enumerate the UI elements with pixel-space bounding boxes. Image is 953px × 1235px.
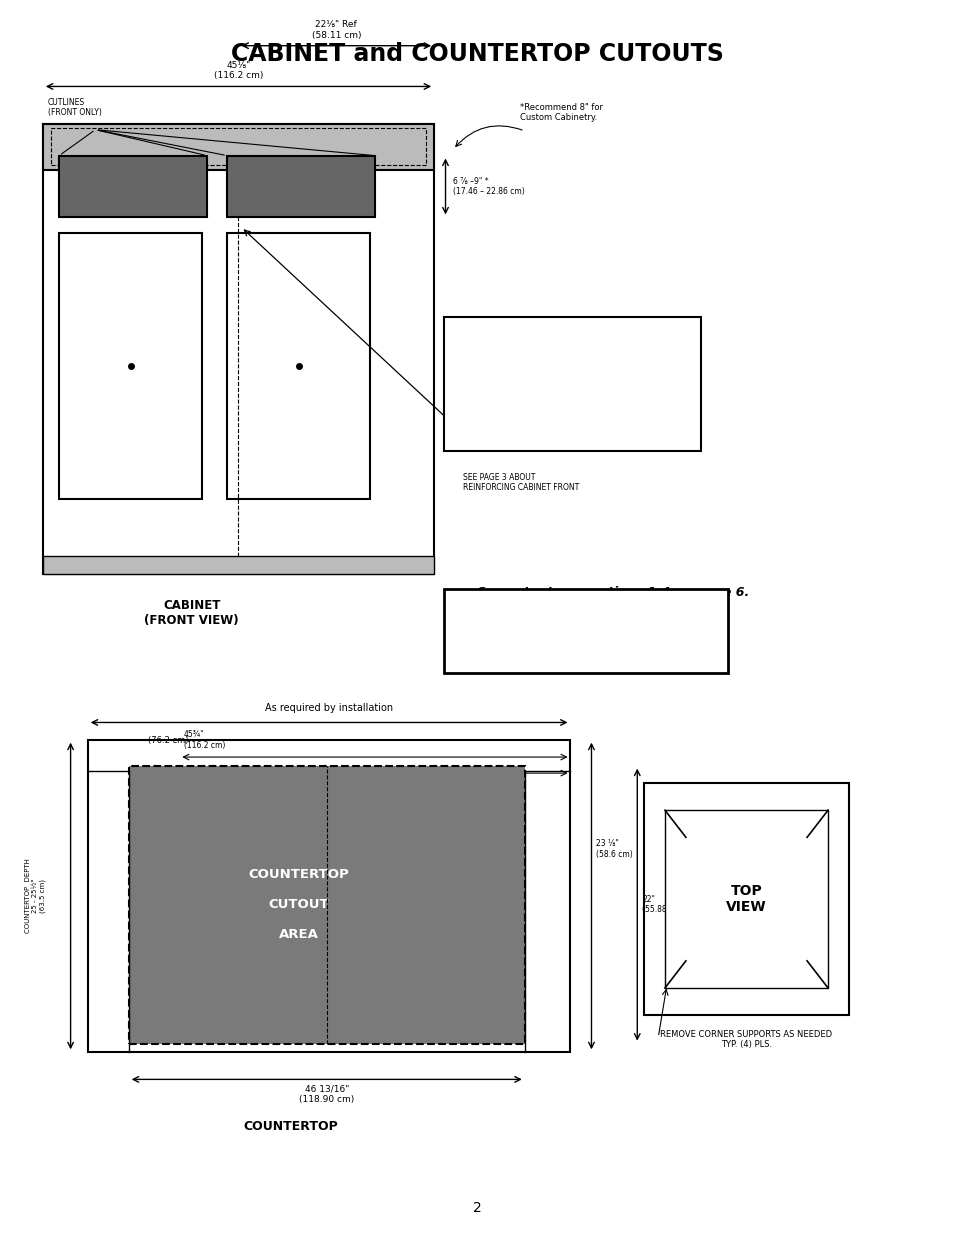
Text: 22⅛" Ref
(58.11 cm): 22⅛" Ref (58.11 cm) <box>312 20 360 40</box>
Text: COUNTERTOP

CUTOUT

AREA: COUNTERTOP CUTOUT AREA <box>249 868 349 941</box>
Bar <box>51 128 426 165</box>
Text: CABINET and COUNTERTOP CUTOUTS: CABINET and COUNTERTOP CUTOUTS <box>231 42 722 67</box>
Text: 45¾"
(116.2 cm): 45¾" (116.2 cm) <box>184 730 225 750</box>
Text: (76.2 cm): (76.2 cm) <box>148 736 188 746</box>
Text: NOTE:   Tolerances for Cutout: NOTE: Tolerances for Cutout <box>455 604 651 616</box>
Bar <box>443 589 727 673</box>
Text: 2: 2 <box>472 1200 481 1215</box>
Text: 23 ⅛"
(58.6 cm): 23 ⅛" (58.6 cm) <box>596 840 633 858</box>
Bar <box>443 317 700 451</box>
Text: 6 ⅞ –9" *
(17.46 – 22.86 cm): 6 ⅞ –9" * (17.46 – 22.86 cm) <box>453 177 524 196</box>
Text: 45⅛"
(116.2 cm): 45⅛" (116.2 cm) <box>213 61 263 80</box>
Bar <box>59 156 207 217</box>
Text: As required by installation: As required by installation <box>265 703 393 713</box>
Bar <box>43 124 434 574</box>
Bar <box>43 556 434 574</box>
Bar <box>643 783 848 1015</box>
Bar <box>43 124 434 170</box>
Text: SEE PAGE 3 ABOUT
REINFORCING CABINET FRONT: SEE PAGE 3 ABOUT REINFORCING CABINET FRO… <box>462 473 578 493</box>
Bar <box>88 740 570 1052</box>
Text: REMOVE CORNER SUPPORTS AS NEEDED
TYP. (4) PLS.: REMOVE CORNER SUPPORTS AS NEEDED TYP. (4… <box>659 1030 832 1050</box>
Text: COUNTERTOP  DEPTH
25 - 25½"
(63.5 cm): COUNTERTOP DEPTH 25 - 25½" (63.5 cm) <box>25 858 46 934</box>
Bar <box>59 233 202 499</box>
Text: COUNTERTOP: COUNTERTOP <box>243 1120 338 1134</box>
Text: NOTE:  LOWER CONTROL
         PANEL IS REQUIRED
         IF THIS DIMENSION
     : NOTE: LOWER CONTROL PANEL IS REQUIRED IF… <box>455 332 631 377</box>
Text: 22"
(55.88 cm): 22" (55.88 cm) <box>641 895 683 914</box>
Text: CABINET
(FRONT VIEW): CABINET (FRONT VIEW) <box>144 599 238 627</box>
Text: *Recommend 8" for
Custom Cabinetry.: *Recommend 8" for Custom Cabinetry. <box>519 103 602 122</box>
Bar <box>129 766 524 1044</box>
Bar <box>664 810 827 988</box>
Text: 46 13/16"
(118.90 cm): 46 13/16" (118.90 cm) <box>299 1084 354 1104</box>
Text: CUTLINES
(FRONT ONLY): CUTLINES (FRONT ONLY) <box>48 98 101 117</box>
Bar <box>227 233 370 499</box>
Text: Dimensions are ± 1/16 in (.16 cm): Dimensions are ± 1/16 in (.16 cm) <box>455 643 729 656</box>
Text: TOP
VIEW: TOP VIEW <box>725 884 766 914</box>
Text: 22 ⅞" Ref
(58.11 cm): 22 ⅞" Ref (58.11 cm) <box>451 776 493 795</box>
Text: EXISTING
OPENING: EXISTING OPENING <box>274 175 328 198</box>
Text: See cutout suggestions 1-4 on page 6.: See cutout suggestions 1-4 on page 6. <box>476 587 748 599</box>
Text: EXISTING
OPENING: EXISTING OPENING <box>106 175 160 198</box>
Bar <box>227 156 375 217</box>
